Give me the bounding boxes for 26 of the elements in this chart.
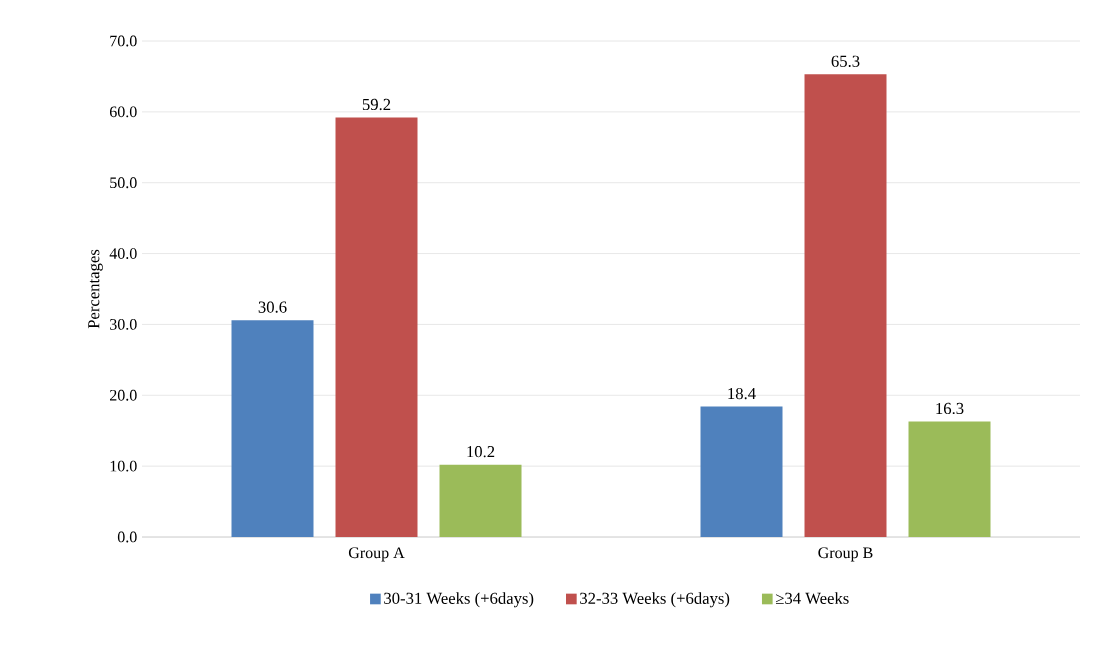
legend-label: 32-33 Weeks (+6days) xyxy=(580,592,730,608)
legend-label: 30-31 Weeks (+6days) xyxy=(384,592,534,608)
y-axis-title: Percentages xyxy=(88,249,103,329)
bar xyxy=(908,421,991,537)
x-tick-label: Group B xyxy=(818,547,873,562)
y-tick-label: 70.0 xyxy=(110,35,137,47)
y-tick-label: 50.0 xyxy=(110,177,137,189)
y-tick-label: 60.0 xyxy=(109,106,137,118)
y-tick-label: 10.0 xyxy=(110,460,137,472)
x-tick-label: Group A xyxy=(348,547,405,562)
bar xyxy=(439,464,522,537)
bar xyxy=(700,406,783,537)
data-label: 10.2 xyxy=(467,446,495,458)
data-label: 16.3 xyxy=(936,402,964,415)
y-tick-label: 30.0 xyxy=(110,318,137,330)
bar xyxy=(231,320,314,537)
y-tick-label: 0.0 xyxy=(117,531,137,543)
bar xyxy=(335,117,418,537)
data-label: 30.6 xyxy=(258,301,287,313)
y-tick-label: 20.0 xyxy=(110,389,137,401)
legend-label: ≥34 Weeks xyxy=(775,592,849,605)
data-label: 65.3 xyxy=(831,55,860,67)
data-label: 18.4 xyxy=(728,387,756,400)
bar xyxy=(804,74,887,537)
data-label: 59.2 xyxy=(362,98,391,111)
y-tick-label: 40.0 xyxy=(109,248,137,260)
